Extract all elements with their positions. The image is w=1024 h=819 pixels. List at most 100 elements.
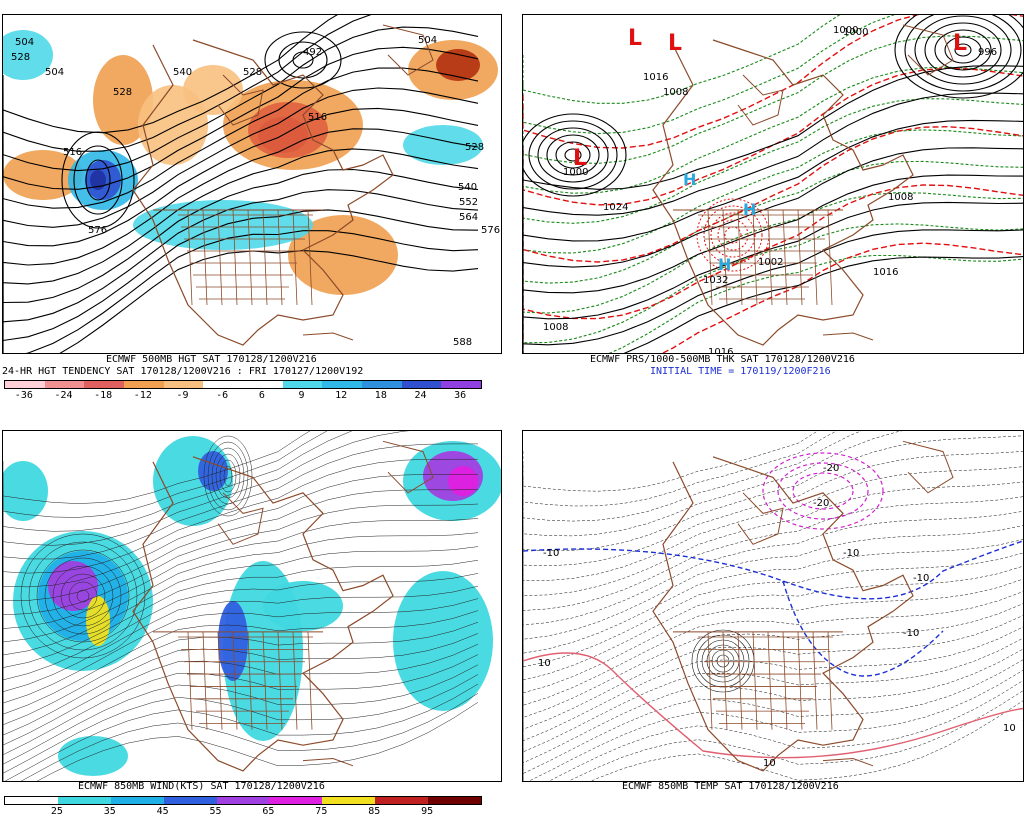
isotherm [523, 435, 1023, 552]
contour-label: -10 [543, 548, 559, 559]
contour-label: 552 [459, 197, 478, 208]
height-contour [3, 168, 479, 304]
state-border [782, 631, 788, 730]
caribbean-coast [822, 757, 874, 767]
tendency-shade [248, 102, 328, 158]
panel-850mb-temp: -10 -20 -10 -10 10 10 -10 -20 10 ECMWF 850MB TEM… [512, 410, 1024, 819]
height-contour [3, 15, 372, 152]
state-border [707, 209, 713, 306]
height-contour-low [278, 41, 328, 79]
contour-label: 1008 [663, 87, 688, 98]
isotherm-minus-10 [523, 540, 1023, 600]
isobar [523, 174, 1023, 294]
state-border [247, 631, 253, 730]
state-border [232, 631, 238, 730]
thickness-contour-warm [523, 67, 1023, 206]
contour-label: 528 [113, 87, 132, 98]
state-border [307, 209, 313, 306]
colorbar-swatch [282, 381, 323, 388]
isotherm [523, 431, 903, 537]
colorbar-swatch [269, 797, 323, 804]
isotherm [523, 481, 1023, 596]
streamline [3, 458, 478, 574]
contour-label: 540 [173, 67, 192, 78]
contour-label: 1008 [543, 322, 568, 333]
hudson-bay-coast [737, 492, 784, 545]
isobar-low [954, 43, 972, 57]
isotherm [523, 591, 1023, 706]
map-850mb-temp: -10 -20 -10 -10 10 10 -10 -20 10 [522, 430, 1024, 782]
state-border [767, 631, 773, 730]
height-contour [3, 148, 479, 285]
thickness-contour-warm [523, 184, 1023, 320]
colorbar-tick-label: 24 [414, 390, 427, 401]
state-border [752, 209, 758, 306]
contour-label: 576 [481, 225, 500, 236]
contour-label: 516 [308, 112, 327, 123]
colorbar-swatch [401, 381, 442, 388]
state-border [707, 631, 713, 730]
tendency-shade [3, 30, 53, 80]
tendency-shade [183, 65, 243, 115]
contour-label: 10 [763, 758, 776, 769]
hudson-bay-coast [737, 74, 784, 126]
low-center-label: L [668, 31, 682, 56]
thickness-contour [523, 192, 1023, 314]
caption-500mb-line1: ECMWF 500MB HGT SAT 170128/1200V216 [106, 354, 317, 365]
hudson-bay-coast [217, 492, 264, 545]
isotherm [523, 578, 1023, 694]
isobar [523, 119, 1023, 242]
isobar-low [934, 29, 992, 71]
contour-label: 1000 [833, 25, 858, 36]
low-center-label: L [953, 31, 967, 56]
isobar [523, 229, 1023, 346]
wind-speed-shade [58, 736, 128, 776]
streamline-cyclone [44, 557, 122, 635]
state-border [277, 631, 283, 730]
map-wind-canvas [3, 431, 501, 781]
streamline [3, 702, 479, 781]
isobar-low [546, 134, 600, 176]
state-border [782, 209, 788, 306]
isobar-low [537, 127, 609, 183]
state-border [187, 631, 193, 730]
isotherm-tight [696, 634, 750, 688]
contour-label: 588 [453, 337, 472, 348]
isobar [523, 201, 1023, 320]
height-contour-low [292, 51, 314, 69]
isobar-low [528, 120, 618, 190]
isotherm-plus-10 [523, 652, 1023, 759]
colorbar-swatch [163, 381, 204, 388]
streamline-cyclone [223, 465, 233, 487]
thickness-contour [523, 160, 1023, 284]
streamline [3, 488, 479, 601]
thickness-contour-warm [523, 125, 1023, 263]
streamline [3, 431, 353, 532]
streamline [3, 643, 479, 746]
colorbar-tick-label: 95 [421, 806, 434, 817]
state-border [812, 209, 818, 306]
contour-label: -20 [823, 463, 839, 474]
isotherm [523, 539, 1023, 654]
wind-speed-shade [263, 581, 343, 631]
isotherm [523, 431, 862, 522]
streamline-cyclone [219, 459, 237, 493]
caption-surface-line1: ECMWF PRS/1000-500MB THK SAT 170128/1200… [590, 354, 855, 365]
panel-surface-pressure: 1000 1016 1008 1000 1024 1002 1008 1016 1032 1008… [512, 0, 1024, 410]
height-contour [3, 87, 479, 228]
tendency-shade [403, 125, 483, 165]
isotherm [523, 700, 1023, 781]
contour-label: 504 [418, 35, 437, 46]
thickness-contour [523, 35, 1023, 164]
tendency-shade [90, 170, 106, 190]
contour-label: 516 [63, 147, 82, 158]
colorbar-tick-label: 65 [262, 806, 275, 817]
colorbar-swatch [110, 797, 164, 804]
colorbar-swatch [375, 797, 429, 804]
tendency-shade [93, 55, 153, 145]
caribbean-coast [302, 332, 354, 341]
coastline [132, 456, 394, 772]
colorbar-swatch [5, 381, 45, 388]
isotherm [523, 648, 1023, 764]
map-850mb-wind [2, 430, 502, 782]
